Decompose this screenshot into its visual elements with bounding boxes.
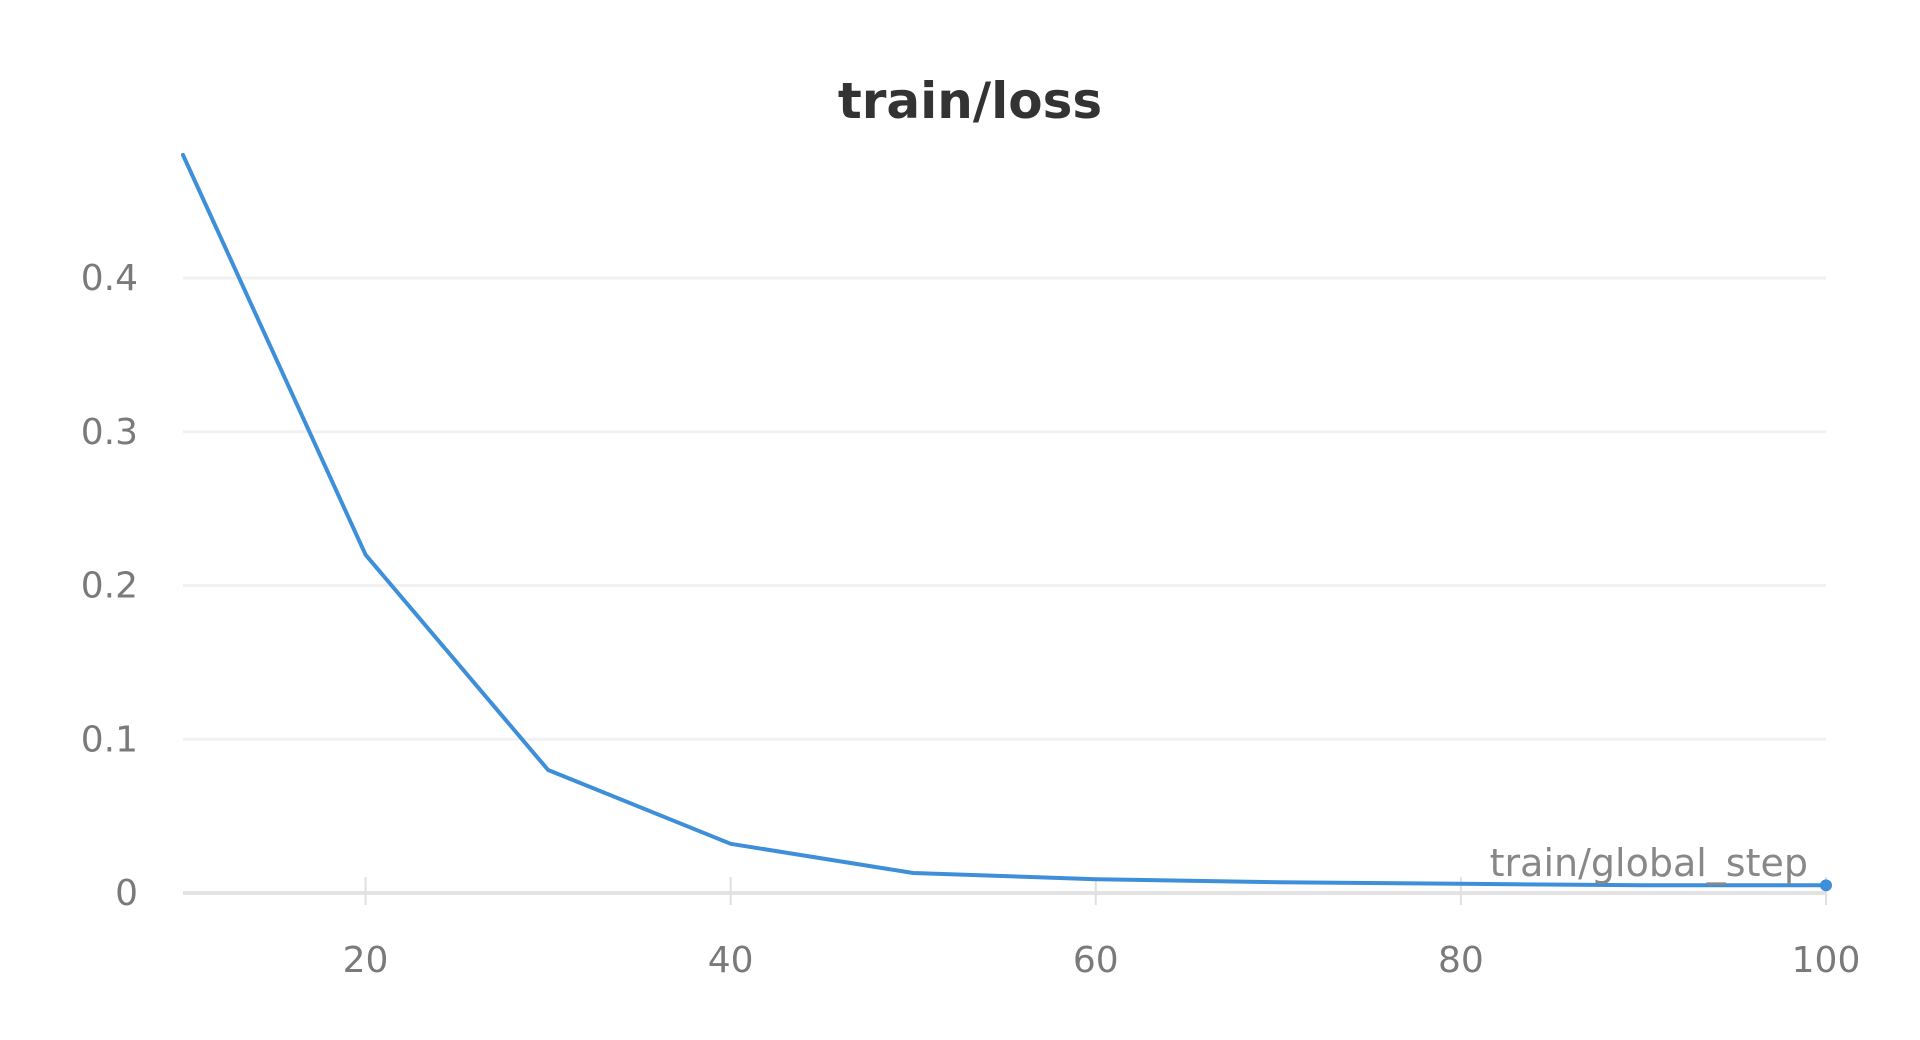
x-tick-label: 60 — [1073, 940, 1119, 981]
x-tick-label: 20 — [343, 940, 389, 981]
x-axis-label: train/global_step — [1490, 841, 1808, 885]
x-tick-label: 100 — [1792, 940, 1861, 981]
axis-layer: 0 0.1 0.2 0.3 0.4 20 40 60 80 100 — [81, 258, 1861, 981]
y-tick-label: 0.1 — [81, 719, 138, 760]
series-layer — [181, 153, 1832, 892]
x-tick-label: 80 — [1438, 940, 1484, 981]
series-end-point — [1820, 879, 1832, 892]
y-tick-label: 0 — [115, 873, 138, 914]
grid-layer — [183, 276, 1826, 741]
y-tick-label: 0.4 — [81, 258, 138, 299]
series-line — [181, 153, 1828, 888]
y-tick-label: 0.2 — [81, 566, 138, 607]
chart-title: train/loss — [838, 72, 1102, 130]
y-tick-label: 0.3 — [81, 412, 138, 453]
x-tick-label: 40 — [708, 940, 754, 981]
